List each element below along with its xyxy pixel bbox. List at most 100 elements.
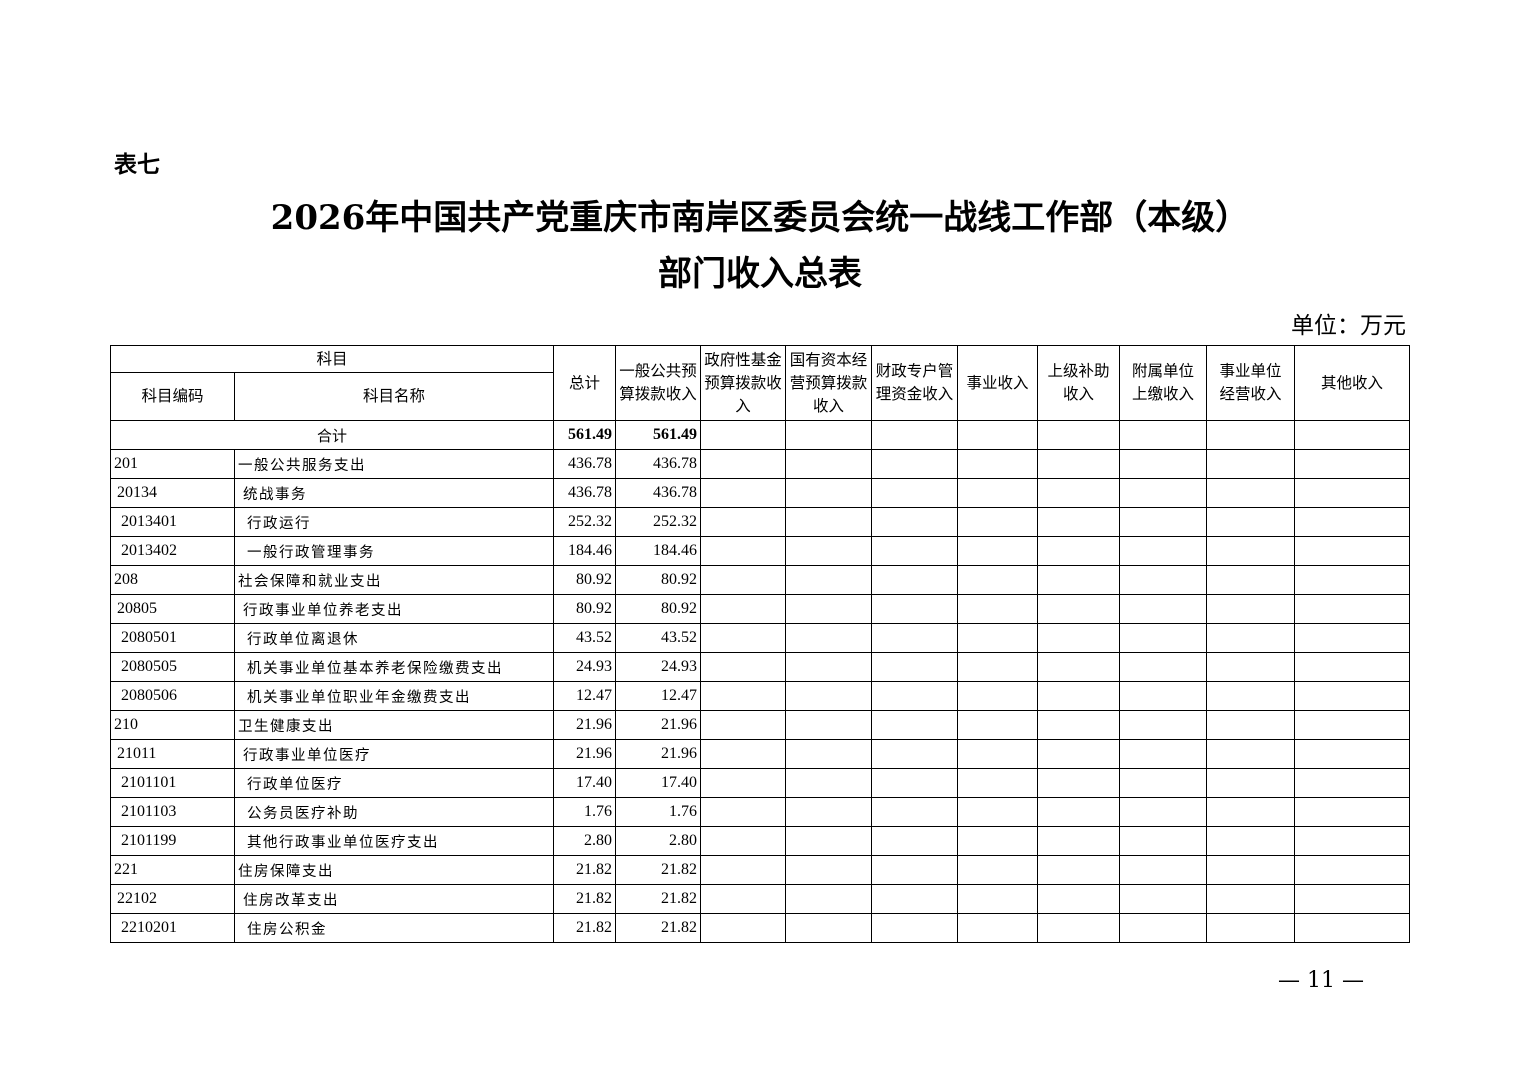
empty-cell — [785, 710, 873, 740]
table-row: 20805 行政事业单位养老支出 80.92 80.92 — [110, 594, 1411, 624]
total-general: 561.49 — [615, 420, 702, 450]
empty-cell — [871, 652, 959, 682]
row-code: 210 — [110, 710, 235, 740]
empty-cell — [785, 623, 873, 653]
empty-cell — [1037, 826, 1121, 856]
empty-cell — [700, 507, 787, 537]
header-code: 科目编码 — [110, 372, 235, 421]
row-total: 21.96 — [553, 739, 617, 769]
row-name: 行政事业单位养老支出 — [233, 594, 555, 624]
header-gov-fund: 政府性基金预算拨款收入 — [700, 345, 787, 421]
table-row: 208 社会保障和就业支出 80.92 80.92 — [110, 565, 1411, 595]
empty-cell — [1294, 710, 1411, 740]
empty-cell — [1206, 739, 1296, 769]
empty-cell — [1037, 623, 1121, 653]
empty-cell — [871, 478, 959, 508]
empty-cell — [700, 536, 787, 566]
empty-cell — [957, 797, 1039, 827]
row-code: 2101199 — [110, 826, 235, 856]
empty-cell — [785, 884, 873, 914]
empty-cell — [957, 623, 1039, 653]
total-row: 合计 561.49 561.49 — [109, 420, 1411, 450]
empty-cell — [700, 652, 787, 682]
row-name: 机关事业单位职业年金缴费支出 — [233, 681, 555, 711]
row-code: 20805 — [110, 594, 235, 624]
empty-cell — [785, 536, 873, 566]
empty-cell — [700, 478, 787, 508]
row-total: 21.82 — [553, 913, 617, 943]
empty-cell — [871, 536, 959, 566]
empty-cell — [700, 739, 787, 769]
row-total: 24.93 — [553, 652, 617, 682]
empty-cell — [785, 594, 873, 624]
empty-cell — [700, 826, 787, 856]
empty-cell — [1037, 594, 1121, 624]
empty-cell — [1119, 855, 1208, 885]
empty-cell — [957, 768, 1039, 798]
row-total: 436.78 — [553, 478, 617, 508]
empty-cell — [1294, 855, 1411, 885]
empty-cell — [700, 710, 787, 740]
empty-cell — [1119, 507, 1208, 537]
table-row: 201 一般公共服务支出 436.78 436.78 — [110, 449, 1411, 479]
empty-cell — [1294, 594, 1411, 624]
empty-cell — [1206, 478, 1296, 508]
title-line-1: 2026年中国共产党重庆市南岸区委员会统一战线工作部（本级） — [270, 198, 1250, 238]
empty-cell — [1037, 884, 1121, 914]
row-general: 2.80 — [615, 826, 702, 856]
empty-cell — [1037, 565, 1121, 595]
row-total: 21.82 — [553, 884, 617, 914]
row-total: 436.78 — [553, 449, 617, 479]
empty-cell — [1294, 739, 1411, 769]
row-total: 80.92 — [553, 565, 617, 595]
empty-cell — [871, 913, 959, 943]
table-row: 2080501 行政单位离退休 43.52 43.52 — [110, 623, 1411, 653]
table-row: 22102 住房改革支出 21.82 21.82 — [110, 884, 1411, 914]
row-general: 21.96 — [615, 710, 702, 740]
empty-cell — [1119, 536, 1208, 566]
income-table: 科目 总计 一般公共预算拨款收入 政府性基金预算拨款收入 国有资本经营预算拨款收… — [109, 345, 1411, 943]
empty-cell — [957, 652, 1039, 682]
table-row: 221 住房保障支出 21.82 21.82 — [110, 855, 1411, 885]
row-name: 卫生健康支出 — [233, 710, 555, 740]
empty-cell — [785, 507, 873, 537]
empty-cell — [1294, 449, 1411, 479]
empty-cell — [1119, 913, 1208, 943]
empty-cell — [1206, 594, 1296, 624]
empty-cell — [1037, 739, 1121, 769]
row-general: 21.96 — [615, 739, 702, 769]
row-name: 一般公共服务支出 — [233, 449, 555, 479]
empty-cell — [1294, 681, 1411, 711]
row-general: 252.32 — [615, 507, 702, 537]
empty-cell — [1037, 913, 1121, 943]
empty-cell — [957, 710, 1039, 740]
title-line-2: 部门收入总表 — [658, 254, 862, 294]
empty-cell — [1294, 652, 1411, 682]
empty-cell — [1037, 652, 1121, 682]
empty-cell — [1206, 565, 1296, 595]
empty-cell — [1119, 478, 1208, 508]
header-biz-unit: 事业单位经营收入 — [1206, 345, 1296, 421]
empty-cell — [785, 913, 873, 943]
empty-cell — [1294, 536, 1411, 566]
empty-cell — [1294, 623, 1411, 653]
empty-cell — [700, 565, 787, 595]
row-name: 行政单位离退休 — [233, 623, 555, 653]
empty-cell — [1037, 536, 1121, 566]
row-total: 21.82 — [553, 855, 617, 885]
empty-cell — [1037, 797, 1121, 827]
row-code: 2013401 — [110, 507, 235, 537]
row-total: 184.46 — [553, 536, 617, 566]
empty-cell — [871, 449, 959, 479]
empty-cell — [785, 797, 873, 827]
empty-cell — [871, 710, 959, 740]
empty-cell — [1206, 536, 1296, 566]
empty-cell — [957, 536, 1039, 566]
row-code: 2210201 — [110, 913, 235, 943]
empty-cell — [871, 768, 959, 798]
unit-label: 单位：万元 — [1291, 313, 1406, 339]
row-total: 80.92 — [553, 594, 617, 624]
empty-cell — [1294, 507, 1411, 537]
row-name: 住房保障支出 — [233, 855, 555, 885]
empty-cell — [700, 855, 787, 885]
